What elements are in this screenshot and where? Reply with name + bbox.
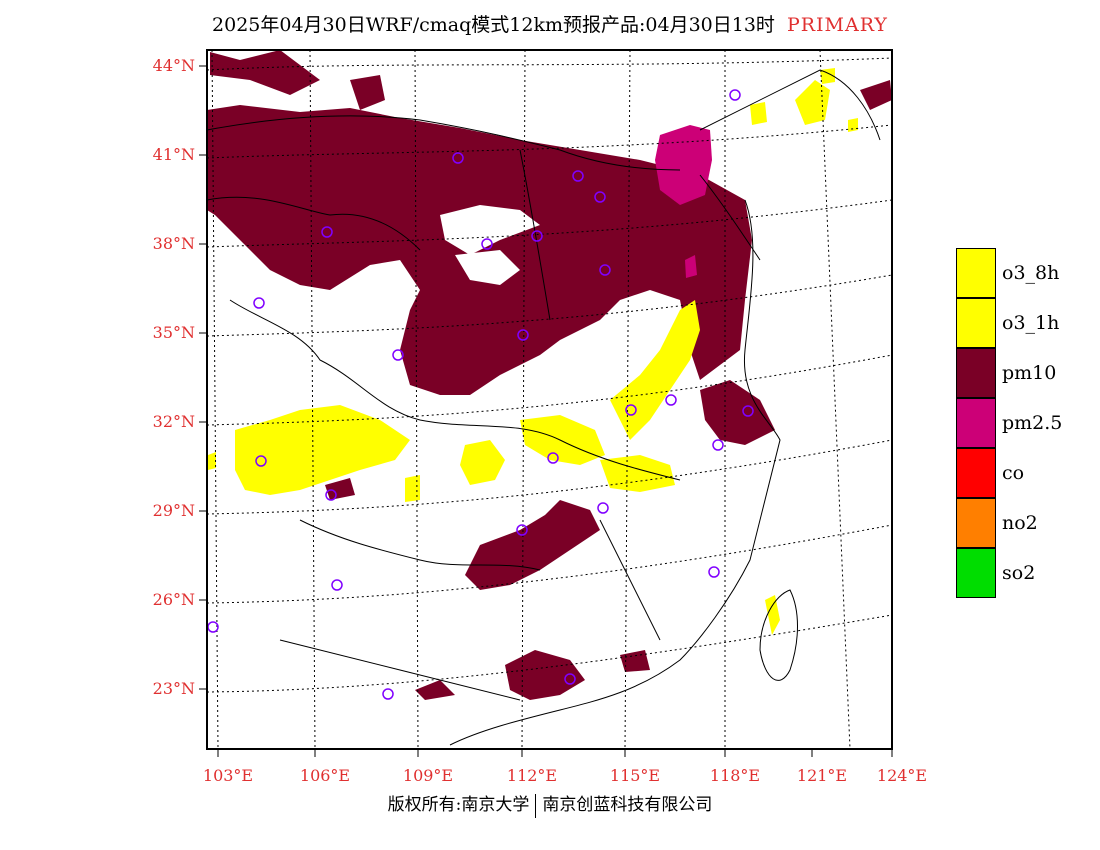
map-title: 2025年04月30日WRF/cmaq模式12km预报产品:04月30日13时 P… — [0, 10, 1100, 37]
lon-label-103: 103°E — [202, 766, 254, 785]
legend-label: no2 — [1002, 512, 1038, 534]
legend-item-so2: so2 — [956, 548, 1076, 598]
legend-label: o3_1h — [1002, 312, 1060, 334]
legend-item-o3-1h: o3_1h — [956, 298, 1076, 348]
legend-label: so2 — [1002, 562, 1036, 584]
axis-ticks — [199, 65, 893, 757]
o3-areas — [208, 68, 858, 635]
lon-label-106: 106°E — [299, 766, 351, 785]
lat-label-29: 29°N — [152, 501, 195, 520]
graticule — [207, 50, 892, 749]
legend-swatch — [956, 498, 996, 548]
legend-label: co — [1002, 462, 1025, 484]
legend-swatch — [956, 298, 996, 348]
title-text: 2025年04月30日WRF/cmaq模式12km预报产品:04月30日13时 — [212, 14, 775, 36]
lon-label-121: 121°E — [796, 766, 848, 785]
lon-label-124: 124°E — [876, 766, 928, 785]
lat-label-41: 41°N — [152, 145, 195, 164]
lon-label-115: 115°E — [609, 766, 661, 785]
legend-swatch — [956, 348, 996, 398]
legend-label: o3_8h — [1002, 262, 1060, 284]
footer-separator — [535, 793, 537, 818]
lat-label-44: 44°N — [152, 56, 195, 75]
legend-swatch — [956, 248, 996, 298]
legend-swatch — [956, 398, 996, 448]
map-frame — [206, 49, 893, 750]
legend-label: pm2.5 — [1002, 412, 1063, 434]
legend-swatch — [956, 448, 996, 498]
legend: o3_8h o3_1h pm10 pm2.5 co no2 so2 — [956, 248, 1076, 598]
footer-right: 南京创蓝科技有限公司 — [542, 795, 713, 815]
lon-label-109: 109°E — [402, 766, 454, 785]
legend-item-o3-8h: o3_8h — [956, 248, 1076, 298]
lon-label-118: 118°E — [709, 766, 761, 785]
legend-swatch — [956, 548, 996, 598]
lat-label-26: 26°N — [152, 590, 195, 609]
pm10-areas — [207, 50, 892, 700]
station-markers — [207, 89, 754, 700]
legend-label: pm10 — [1002, 362, 1057, 384]
footer-left: 版权所有:南京大学 — [387, 795, 530, 815]
legend-item-no2: no2 — [956, 498, 1076, 548]
legend-item-co: co — [956, 448, 1076, 498]
copyright-footer: 版权所有:南京大学 南京创蓝科技有限公司 — [0, 790, 1100, 818]
legend-item-pm10: pm10 — [956, 348, 1076, 398]
legend-item-pm25: pm2.5 — [956, 398, 1076, 448]
lat-label-23: 23°N — [152, 679, 195, 698]
title-tag: PRIMARY — [786, 14, 888, 36]
lat-label-35: 35°N — [152, 323, 195, 342]
pm25-areas — [655, 125, 712, 278]
lon-label-112: 112°E — [506, 766, 558, 785]
lat-label-38: 38°N — [152, 234, 195, 253]
lat-label-32: 32°N — [152, 412, 195, 431]
